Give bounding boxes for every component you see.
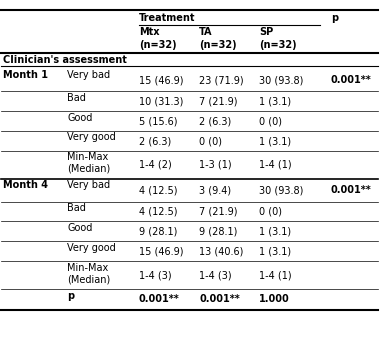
Text: 1.000: 1.000 <box>259 295 290 305</box>
Text: Very bad: Very bad <box>67 70 110 80</box>
Text: 1-4 (1): 1-4 (1) <box>259 270 292 280</box>
Text: (n=32): (n=32) <box>199 40 237 50</box>
Text: 1 (3.1): 1 (3.1) <box>259 136 291 146</box>
Text: 15 (46.9): 15 (46.9) <box>139 246 183 256</box>
Text: 1 (3.1): 1 (3.1) <box>259 246 291 256</box>
Text: TA: TA <box>199 27 213 37</box>
Text: Very good: Very good <box>67 243 116 253</box>
Text: Very good: Very good <box>67 132 116 142</box>
Text: Bad: Bad <box>67 203 86 213</box>
Text: 0 (0): 0 (0) <box>199 136 222 146</box>
Text: (n=32): (n=32) <box>139 40 177 50</box>
Text: 2 (6.3): 2 (6.3) <box>139 136 171 146</box>
Text: Treatment: Treatment <box>139 13 195 23</box>
Text: 1-4 (3): 1-4 (3) <box>139 270 172 280</box>
Text: 2 (6.3): 2 (6.3) <box>199 116 231 126</box>
Text: 9 (28.1): 9 (28.1) <box>139 226 177 236</box>
Text: Month 1: Month 1 <box>3 70 48 80</box>
Text: 5 (15.6): 5 (15.6) <box>139 116 177 126</box>
Text: 0 (0): 0 (0) <box>259 207 282 217</box>
Text: p: p <box>67 290 74 300</box>
Text: 1 (3.1): 1 (3.1) <box>259 96 291 106</box>
Text: Month 4: Month 4 <box>3 180 48 190</box>
Text: 7 (21.9): 7 (21.9) <box>199 207 237 217</box>
Text: Good: Good <box>67 112 93 122</box>
Text: 23 (71.9): 23 (71.9) <box>199 75 244 85</box>
Text: 0.001**: 0.001** <box>331 185 372 195</box>
Text: 0.001**: 0.001** <box>199 295 240 305</box>
Text: 1-4 (3): 1-4 (3) <box>199 270 232 280</box>
Text: 1-4 (2): 1-4 (2) <box>139 160 172 170</box>
Text: 10 (31.3): 10 (31.3) <box>139 96 183 106</box>
Text: 30 (93.8): 30 (93.8) <box>259 185 304 195</box>
Text: SP: SP <box>259 27 273 37</box>
Text: 3 (9.4): 3 (9.4) <box>199 185 231 195</box>
Text: Bad: Bad <box>67 93 86 103</box>
Text: 0.001**: 0.001** <box>139 295 180 305</box>
Text: 7 (21.9): 7 (21.9) <box>199 96 237 106</box>
Text: 1-4 (1): 1-4 (1) <box>259 160 292 170</box>
Text: 4 (12.5): 4 (12.5) <box>139 185 177 195</box>
Text: 0 (0): 0 (0) <box>259 116 282 126</box>
Text: Min-Max
(Median): Min-Max (Median) <box>67 263 111 284</box>
Text: 30 (93.8): 30 (93.8) <box>259 75 304 85</box>
Text: Very bad: Very bad <box>67 180 110 190</box>
Text: Clinician's assessment: Clinician's assessment <box>3 56 127 66</box>
Text: 1 (3.1): 1 (3.1) <box>259 226 291 236</box>
Text: p: p <box>331 13 338 23</box>
Text: 15 (46.9): 15 (46.9) <box>139 75 183 85</box>
Text: 4 (12.5): 4 (12.5) <box>139 207 177 217</box>
Text: 13 (40.6): 13 (40.6) <box>199 246 244 256</box>
Text: 0.001**: 0.001** <box>331 75 372 85</box>
Text: Mtx: Mtx <box>139 27 159 37</box>
Text: (n=32): (n=32) <box>259 40 297 50</box>
Text: 9 (28.1): 9 (28.1) <box>199 226 237 236</box>
Text: 1-3 (1): 1-3 (1) <box>199 160 232 170</box>
Text: Min-Max
(Median): Min-Max (Median) <box>67 152 111 174</box>
Text: Good: Good <box>67 223 93 233</box>
